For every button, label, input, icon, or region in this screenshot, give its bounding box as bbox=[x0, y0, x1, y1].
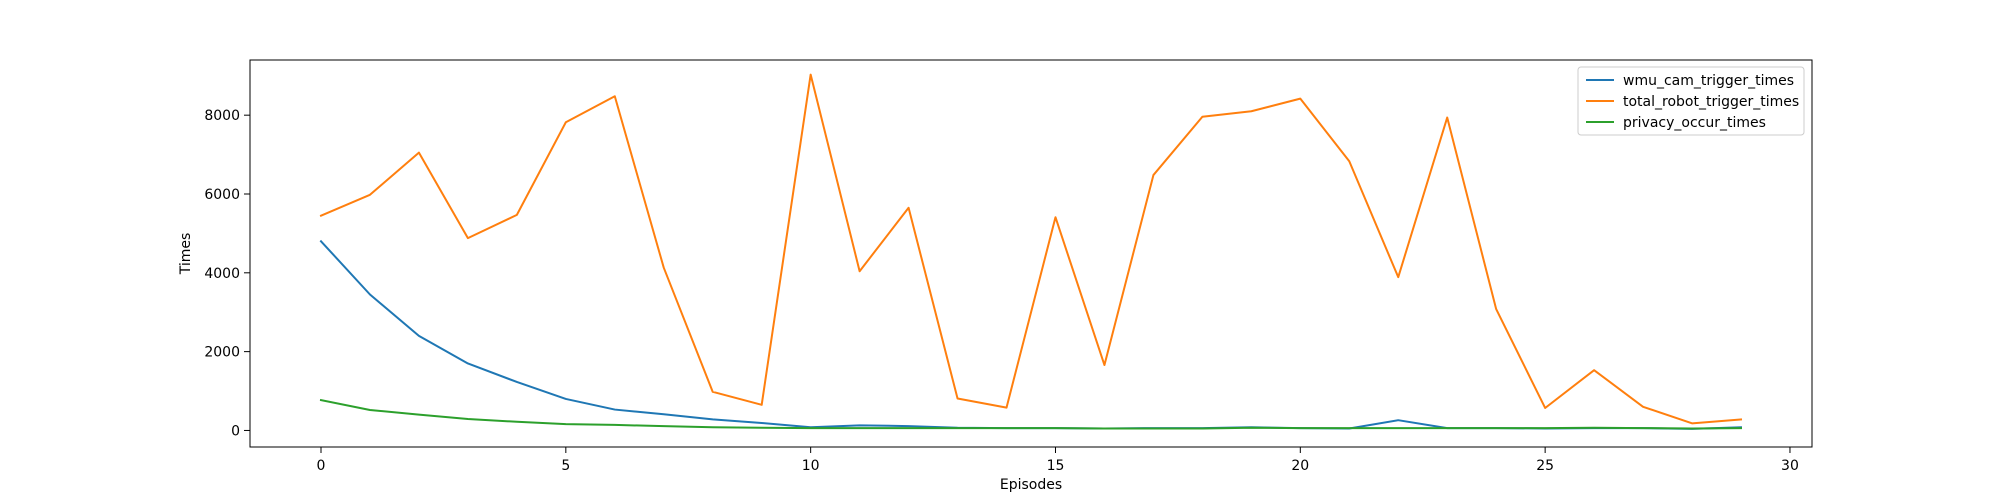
legend-label-total_robot_trigger_times: total_robot_trigger_times bbox=[1623, 94, 1799, 110]
legend-label-privacy_occur_times: privacy_occur_times bbox=[1623, 115, 1766, 131]
x-tick-label: 20 bbox=[1291, 458, 1309, 474]
x-tick-label: 5 bbox=[561, 458, 570, 474]
x-tick-label: 25 bbox=[1536, 458, 1554, 474]
y-tick-label: 0 bbox=[231, 423, 240, 439]
x-tick-label: 10 bbox=[802, 458, 820, 474]
series-line-total_robot_trigger_times bbox=[319, 73, 1743, 425]
y-axis-label: Times bbox=[178, 233, 194, 276]
y-tick-label: 2000 bbox=[204, 345, 240, 361]
x-tick-label: 30 bbox=[1781, 458, 1799, 474]
legend-box bbox=[1577, 66, 1805, 136]
plot-frame bbox=[249, 59, 1813, 448]
series-line-privacy_occur_times bbox=[319, 398, 1743, 430]
x-tick-label: 0 bbox=[317, 458, 326, 474]
y-tick-label: 4000 bbox=[204, 266, 240, 282]
y-tick-label: 6000 bbox=[204, 187, 240, 203]
legend-label-wmu_cam_trigger_times: wmu_cam_trigger_times bbox=[1623, 73, 1794, 89]
x-axis-label: Episodes bbox=[1000, 477, 1062, 493]
series-line-wmu_cam_trigger_times bbox=[319, 239, 1743, 430]
x-tick-label: 15 bbox=[1047, 458, 1065, 474]
legend: wmu_cam_trigger_times total_robot_trigger… bbox=[1577, 66, 1805, 136]
y-tick-label: 8000 bbox=[204, 108, 240, 124]
